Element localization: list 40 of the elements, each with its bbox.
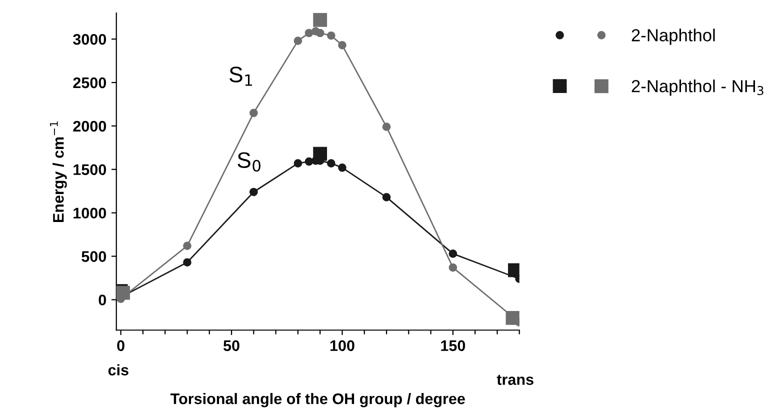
point: [506, 311, 520, 325]
point: [338, 163, 346, 172]
point: [294, 36, 302, 45]
point: [313, 146, 328, 161]
point: [448, 263, 458, 272]
point: [326, 31, 336, 40]
y-tick-label: 3000: [73, 34, 106, 45]
legend-label: 2-Naphthol: [632, 28, 715, 45]
point: [183, 258, 192, 267]
point: [382, 122, 391, 131]
point: [249, 188, 258, 196]
y-tick-label: 1500: [74, 164, 106, 176]
x-tick-label: 150: [441, 340, 466, 352]
point: [313, 13, 328, 27]
point: [508, 263, 520, 278]
point: [338, 40, 346, 50]
y-tick-label: 1000: [74, 208, 106, 219]
point: [304, 28, 314, 38]
annotation: S$_{0}$: [238, 152, 260, 172]
y-tick-label: 0: [98, 294, 106, 306]
x-tick-label: 100: [330, 340, 354, 352]
point: [249, 108, 258, 118]
x-tick-label: 50: [223, 340, 240, 352]
point: [183, 242, 192, 250]
y-tick-label: 2000: [73, 120, 106, 132]
x-axis-title: Torsional angle of the OH group / degree: [170, 392, 465, 408]
y-tick-label: 500: [82, 251, 106, 262]
point: [316, 28, 324, 38]
y-tick-label: 2500: [73, 77, 106, 88]
point: [448, 250, 458, 258]
point: [326, 159, 336, 168]
point: [382, 193, 391, 202]
x-tick-label: 0: [117, 340, 124, 352]
point: [294, 159, 302, 168]
text: cis: [108, 364, 128, 376]
y-axis-title: Energy / cm$^{−1}$: [50, 122, 67, 222]
legend-label: 2-Naphthol - NH$_{3}$: [632, 80, 764, 96]
text: trans: [496, 374, 534, 385]
annotation: S$_{1}$: [230, 66, 252, 86]
point: [304, 157, 314, 166]
